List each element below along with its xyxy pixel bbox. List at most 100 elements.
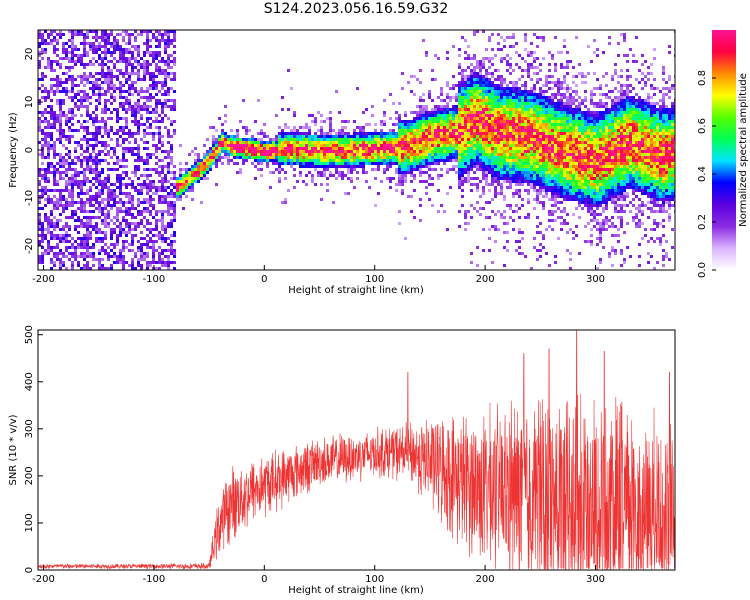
heatmap-cell: [80, 240, 83, 243]
heatmap-cell: [92, 75, 95, 78]
heatmap-cell: [116, 234, 119, 237]
heatmap-cell: [410, 111, 413, 114]
heatmap-cell: [44, 156, 47, 159]
heatmap-cell: [146, 63, 149, 66]
heatmap-cell: [524, 84, 527, 87]
heatmap-cell: [482, 135, 485, 138]
heatmap-cell: [443, 141, 446, 144]
heatmap-cell: [125, 174, 128, 177]
heatmap-cell: [542, 168, 545, 171]
heatmap-cell: [443, 138, 446, 141]
heatmap-cell: [476, 177, 479, 180]
heatmap-cell: [89, 198, 92, 201]
heatmap-cell: [476, 147, 479, 150]
heatmap-cell: [80, 30, 83, 33]
heatmap-cell: [71, 159, 74, 162]
heatmap-cell: [353, 129, 356, 132]
heatmap-cell: [440, 132, 443, 135]
heatmap-cell: [158, 246, 161, 249]
heatmap-cell: [413, 147, 416, 150]
heatmap-cell: [401, 156, 404, 159]
heatmap-cell: [161, 219, 164, 222]
heatmap-cell: [86, 75, 89, 78]
heatmap-cell: [485, 153, 488, 156]
heatmap-cell: [404, 129, 407, 132]
heatmap-cell: [71, 183, 74, 186]
heatmap-cell: [539, 93, 542, 96]
heatmap-cell: [470, 144, 473, 147]
heatmap-cell: [170, 78, 173, 81]
heatmap-cell: [128, 177, 131, 180]
heatmap-cell: [317, 153, 320, 156]
heatmap-cell: [296, 156, 299, 159]
heatmap-cell: [431, 126, 434, 129]
heatmap-cell: [50, 267, 53, 270]
heatmap-cell: [242, 150, 245, 153]
heatmap-cell: [368, 159, 371, 162]
heatmap-cell: [233, 156, 236, 159]
heatmap-cell: [413, 165, 416, 168]
heatmap-cell: [257, 168, 260, 171]
heatmap-cell: [470, 81, 473, 84]
heatmap-cell: [302, 150, 305, 153]
heatmap-cell: [476, 120, 479, 123]
heatmap-cell: [518, 90, 521, 93]
heatmap-cell: [77, 48, 80, 51]
heatmap-cell: [191, 168, 194, 171]
heatmap-cell: [128, 93, 131, 96]
heatmap-cell: [347, 168, 350, 171]
heatmap-cell: [287, 144, 290, 147]
heatmap-cell: [110, 93, 113, 96]
heatmap-cell: [503, 246, 506, 249]
heatmap-cell: [146, 111, 149, 114]
heatmap-cell: [74, 249, 77, 252]
heatmap-cell: [143, 69, 146, 72]
heatmap-cell: [512, 195, 515, 198]
heatmap-cell: [59, 123, 62, 126]
heatmap-cell: [458, 135, 461, 138]
heatmap-cell: [431, 177, 434, 180]
heatmap-cell: [152, 78, 155, 81]
heatmap-cell: [488, 120, 491, 123]
heatmap-cell: [356, 153, 359, 156]
heatmap-cell: [509, 81, 512, 84]
heatmap-cell: [287, 150, 290, 153]
heatmap-cell: [44, 132, 47, 135]
heatmap-cell: [410, 120, 413, 123]
heatmap-cell: [296, 129, 299, 132]
heatmap-cell: [431, 120, 434, 123]
heatmap-cell: [398, 156, 401, 159]
heatmap-cell: [476, 102, 479, 105]
heatmap-cell: [119, 207, 122, 210]
heatmap-cell: [152, 60, 155, 63]
heatmap-cell: [158, 42, 161, 45]
heatmap-cell: [146, 219, 149, 222]
heatmap-cell: [53, 84, 56, 87]
heatmap-cell: [554, 96, 557, 99]
heatmap-cell: [434, 114, 437, 117]
heatmap-cell: [107, 117, 110, 120]
heatmap-cell: [203, 153, 206, 156]
heatmap-cell: [155, 213, 158, 216]
heatmap-cell: [101, 81, 104, 84]
heatmap-cell: [155, 63, 158, 66]
heatmap-cell: [59, 213, 62, 216]
heatmap-cell: [521, 237, 524, 240]
heatmap-cell: [251, 141, 254, 144]
heatmap-cell: [542, 138, 545, 141]
heatmap-cell: [65, 66, 68, 69]
heatmap-cell: [506, 135, 509, 138]
heatmap-cell: [416, 138, 419, 141]
heatmap-cell: [167, 171, 170, 174]
heatmap-cell: [158, 180, 161, 183]
heatmap-cell: [488, 228, 491, 231]
heatmap-cell: [497, 141, 500, 144]
heatmap-cell: [86, 30, 89, 33]
heatmap-cell: [167, 141, 170, 144]
heatmap-cell: [149, 195, 152, 198]
heatmap-cell: [404, 147, 407, 150]
heatmap-cell: [533, 126, 536, 129]
heatmap-cell: [254, 159, 257, 162]
heatmap-cell: [161, 159, 164, 162]
heatmap-cell: [125, 183, 128, 186]
